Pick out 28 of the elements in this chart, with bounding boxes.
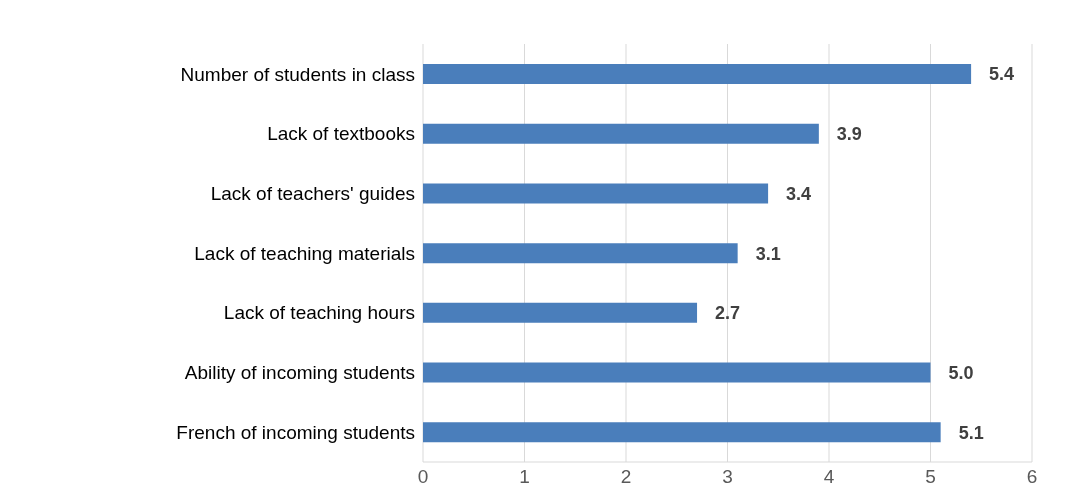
x-tick-label: 6 <box>1026 466 1038 488</box>
bar <box>423 183 769 204</box>
data-label: 3.4 <box>786 183 812 204</box>
y-tick-label: Lack of textbooks <box>267 123 415 145</box>
x-tick-label: 4 <box>823 466 835 488</box>
x-tick-label: 1 <box>519 466 530 488</box>
y-tick-label: Lack of teaching materials <box>194 242 415 264</box>
data-label: 5.4 <box>989 64 1015 85</box>
y-tick-label: Ability of incoming students <box>184 362 415 384</box>
y-tick-label: Number of students in class <box>180 63 415 85</box>
data-label: 5.1 <box>958 422 984 443</box>
y-tick-label: French of incoming students <box>176 421 415 443</box>
y-tick-label: Lack of teaching hours <box>223 302 415 324</box>
data-label: 3.9 <box>836 124 862 145</box>
x-tick-label: 2 <box>620 466 632 488</box>
bar <box>423 302 698 323</box>
bar <box>423 422 941 443</box>
x-tick-label: 5 <box>925 466 936 488</box>
bar <box>423 64 972 84</box>
data-label: 5.0 <box>948 362 974 383</box>
x-tick-label: 0 <box>417 466 429 488</box>
x-tick-label: 3 <box>722 466 733 488</box>
bar <box>423 362 931 383</box>
bar <box>423 243 738 264</box>
bar <box>423 123 819 144</box>
data-label: 2.7 <box>715 303 741 324</box>
data-label: 3.1 <box>755 243 781 264</box>
y-tick-label: Lack of teachers' guides <box>210 183 415 205</box>
